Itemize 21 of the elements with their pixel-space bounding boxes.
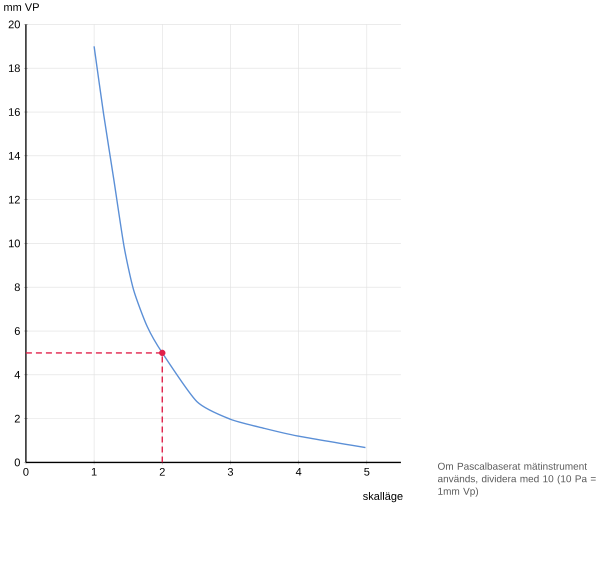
text: Om Pascalbaserat mätinstrument används, dividera med 10 (10 Pa = 1mm Vp) xyxy=(438,462,596,497)
y-tick-label: 20 xyxy=(8,20,20,28)
y-tick-label: 16 xyxy=(8,108,20,116)
y-tick-label: 0 xyxy=(14,458,20,466)
x-axis-title: skalläge xyxy=(363,492,403,502)
y-tick-label: 12 xyxy=(8,196,20,204)
y-tick-label: 10 xyxy=(8,240,20,248)
x-tick-label: 5 xyxy=(364,468,370,476)
y-tick-label: 6 xyxy=(14,327,20,335)
y-axis-title: mm VP xyxy=(4,3,39,11)
y-tick-label: 2 xyxy=(14,414,20,422)
x-tick-label: 0 xyxy=(23,468,29,476)
x-tick-label: 3 xyxy=(228,468,234,476)
y-tick-label: 18 xyxy=(8,64,20,72)
x-tick-label: 2 xyxy=(160,468,165,476)
line-series xyxy=(93,46,366,448)
x-tick-label: 1 xyxy=(92,468,97,476)
x-tick-label: 4 xyxy=(296,468,302,476)
y-tick-label: 14 xyxy=(8,152,20,160)
y-tick-label: 4 xyxy=(14,371,20,379)
y-tick-label: 8 xyxy=(14,283,20,292)
